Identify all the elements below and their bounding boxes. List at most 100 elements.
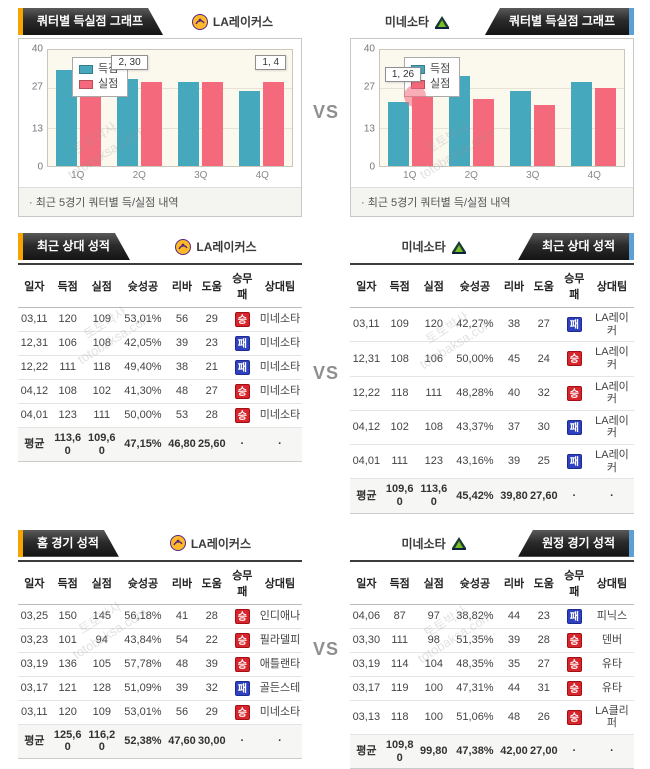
away-table-minnesota: 일자 득점 실점 슛성공 리바 도움 승무패 상대팀 04,06 87 97 38,82% 44 23 패 피… (350, 559, 634, 769)
column-header-fg-pct: 슛성공 (118, 264, 168, 308)
column-header-scored: 득점 (50, 560, 85, 605)
column-header-fg-pct: 슛성공 (118, 560, 168, 605)
allowed-cell: 98 (416, 628, 451, 653)
tab-accent-blue (629, 8, 634, 35)
fg-pct-cell: 51,09% (118, 676, 168, 701)
assists-cell: 30 (528, 410, 559, 446)
gridline (48, 128, 292, 130)
h2h-table-minnesota: 일자 득점 실점 슛성공 리바 도움 승무패 상대팀 03,11 109 120 42,27% 38 27… (350, 263, 634, 514)
rebounds-cell: 56 (167, 307, 197, 332)
team-label-lakers: LA레이커스 (163, 8, 302, 35)
date-cell: 03,11 (350, 307, 383, 343)
bar-득점-3Q[interactable] (178, 81, 199, 166)
fg-pct-cell: 49,40% (118, 355, 168, 380)
bar-득점-1Q[interactable] (388, 102, 409, 166)
scored-cell: 111 (382, 444, 417, 480)
result-cell: 패 (226, 331, 258, 356)
bar-실점-4Q[interactable] (595, 87, 616, 166)
bar-득점-2Q[interactable] (449, 76, 470, 166)
win-badge: 승 (566, 351, 582, 367)
bar-득점-1Q[interactable] (56, 70, 77, 166)
allowed-cell: 111 (416, 376, 451, 411)
vs-label: VS (312, 102, 339, 122)
assists-cell: 24 (528, 341, 559, 377)
team-label-lakers: LA레이커스 (130, 233, 302, 260)
average-row: 평균 109,80 99,80 47,38% 42,00 27,00 · · (350, 734, 634, 769)
bar-득점-2Q[interactable] (117, 79, 138, 166)
date-cell: 03,11 (18, 700, 51, 725)
table-row: 03,11 120 109 53,01% 56 29 승 미네소타 (18, 700, 302, 725)
rebounds-cell: 44 (499, 604, 529, 629)
chart-note: · 최근 5경기 쿼터별 득/실점 내역 (351, 187, 633, 216)
tab-title: 최근 상대 성적 (37, 239, 110, 253)
table-row: 12,31 108 106 50,00% 45 24 승 LA레이커 (350, 341, 634, 377)
opponent-cell: 피닉스 (589, 604, 634, 629)
tab-title: 쿼터별 득실점 그래프 (508, 14, 615, 28)
fg-pct-cell: 53,01% (118, 700, 168, 725)
legend-label: 실점 (98, 78, 119, 90)
date-cell: 03,17 (350, 676, 383, 701)
result-cell: 승 (226, 307, 258, 332)
bar-득점-4Q[interactable] (571, 81, 592, 166)
scored-cell: 120 (50, 700, 85, 725)
result-cell: 패 (226, 676, 258, 701)
column-header-scored: 득점 (382, 560, 417, 605)
allowed-cell: 108 (84, 331, 119, 356)
bar-득점-4Q[interactable] (239, 90, 260, 166)
team-label-minnesota: 미네소타 (350, 8, 485, 35)
avg-opponent-cell: · (257, 724, 302, 759)
scored-cell: 111 (50, 355, 85, 380)
bar-실점-3Q[interactable] (202, 81, 223, 166)
table-row: 03,17 121 128 51,09% 39 32 패 골든스테 (18, 676, 302, 701)
column-header-date: 일자 (18, 560, 51, 605)
home-panel-lakers: 홈 경기 성적 LA레이커스 일자 득점 실점 슛성공 리바 도움 승무패 상대팀 03,25 1… (18, 529, 302, 769)
bar-실점-3Q[interactable] (534, 105, 555, 166)
table-row: 03,19 136 105 57,78% 48 39 승 애틀랜타 (18, 652, 302, 677)
table-row: 03,23 101 94 43,84% 54 22 승 필라델피 (18, 628, 302, 653)
loss-badge: 패 (234, 360, 250, 375)
assists-cell: 23 (196, 331, 227, 356)
avg-date-cell: 평균 (350, 734, 383, 769)
loss-badge: 패 (566, 419, 582, 435)
bar-group-2Q (441, 50, 502, 166)
rebounds-cell: 48 (499, 700, 529, 735)
column-header-assists: 도움 (528, 560, 559, 605)
avg-allowed-cell: 109,60 (84, 427, 119, 463)
column-header-opponent: 상대팀 (257, 264, 302, 308)
minnesota-logo-icon (451, 535, 467, 551)
bar-group-4Q (231, 50, 292, 166)
chart-wrap: 0 13 27 40 득점 실점 1, 26 1Q 2Q 3Q 4Q · 최근 5경기 쿼터별 득/… (350, 38, 634, 217)
vs-area: VS (302, 8, 350, 217)
result-cell: 승 (226, 652, 258, 677)
quarter-chart-minnesota: 0 13 27 40 득점 실점 1, 26 1Q 2Q 3Q 4Q (351, 39, 633, 187)
avg-scored-cell: 109,60 (382, 478, 417, 514)
stats-table: 일자 득점 실점 슛성공 리바 도움 승무패 상대팀 03,11 120 109 53,01% 56 29… (18, 263, 302, 463)
avg-fg-pct-cell: 52,38% (118, 724, 168, 759)
fg-pct-cell: 48,28% (450, 376, 500, 411)
table-row: 04,06 87 97 38,82% 44 23 패 피닉스 (350, 604, 634, 629)
scored-cell: 114 (382, 652, 417, 677)
scored-cell: 118 (382, 700, 417, 735)
bar-실점-2Q[interactable] (141, 81, 162, 166)
bar-실점-2Q[interactable] (473, 99, 494, 166)
bar-실점-4Q[interactable] (263, 81, 284, 166)
rebounds-cell: 39 (167, 331, 197, 356)
avg-fg-pct-cell: 47,38% (450, 734, 500, 769)
hover-marker (404, 84, 426, 107)
table-row: 04,01 123 111 50,00% 53 28 승 미네소타 (18, 403, 302, 428)
assists-cell: 31 (528, 676, 559, 701)
bar-득점-3Q[interactable] (510, 90, 531, 166)
charts-row: 쿼터별 득실점 그래프 LA레이커스 0 13 27 40 득점 실점 2, 30 1, 4 1… (18, 8, 634, 217)
fg-pct-cell: 42,27% (450, 307, 500, 343)
column-header-result: 승무패 (226, 264, 258, 308)
column-header-rebounds: 리바 (499, 560, 529, 605)
fg-pct-cell: 50,00% (450, 341, 500, 377)
column-header-opponent: 상대팀 (257, 560, 302, 605)
avg-result-cell: · (558, 478, 590, 514)
bar-실점-1Q[interactable] (80, 93, 101, 166)
allowed-cell: 100 (416, 700, 451, 735)
bar-실점-1Q[interactable] (412, 90, 433, 166)
table-row: 04,12 102 108 43,37% 37 30 패 LA레이커 (350, 410, 634, 446)
fg-pct-cell: 43,84% (118, 628, 168, 653)
opponent-cell: 미네소타 (257, 403, 302, 428)
